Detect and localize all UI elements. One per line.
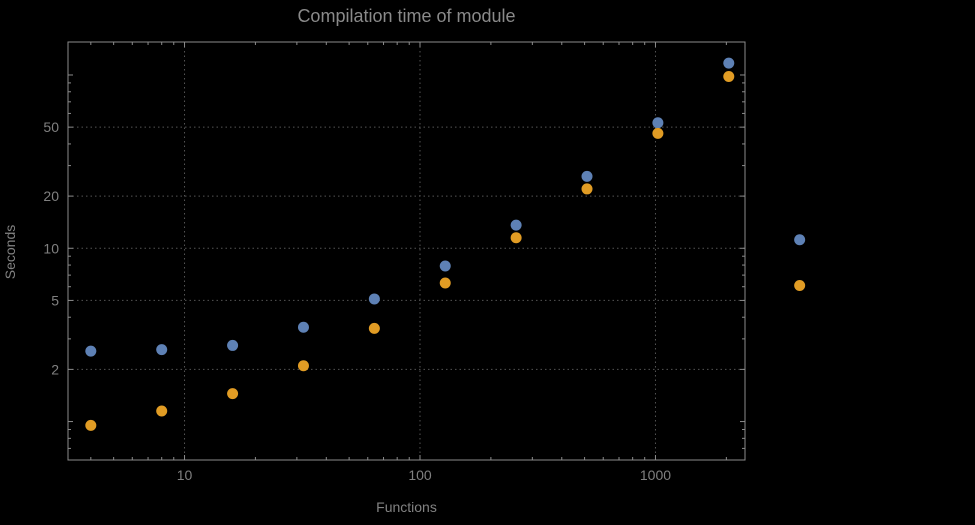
- x-tick-label: 10: [177, 467, 193, 483]
- y-tick-label: 20: [43, 188, 59, 204]
- orange-series-point: [85, 419, 97, 431]
- orange-series-point: [297, 360, 309, 372]
- orange-series-point: [439, 277, 451, 289]
- orange-series-point: [723, 71, 735, 83]
- blue-series-point: [156, 344, 168, 356]
- blue-series-point: [723, 57, 735, 69]
- orange-series-point: [581, 183, 593, 195]
- orange-series-point: [156, 405, 168, 417]
- x-tick-label: 1000: [640, 467, 671, 483]
- y-tick-label: 10: [43, 240, 59, 256]
- orange-series-point: [368, 322, 380, 334]
- blue-series-point: [794, 234, 806, 246]
- orange-series-point: [227, 388, 239, 400]
- y-tick-label: 2: [51, 361, 59, 377]
- blue-series-point: [227, 339, 239, 351]
- blue-series-point: [85, 345, 97, 357]
- blue-series-point: [652, 117, 664, 129]
- blue-series-point: [510, 219, 522, 231]
- blue-series-point: [581, 170, 593, 182]
- chart-title: Compilation time of module: [297, 6, 516, 26]
- blue-series-point: [297, 321, 309, 333]
- y-tick-label: 50: [43, 119, 59, 135]
- plot-frame: [67, 41, 746, 461]
- orange-series-point: [794, 279, 806, 291]
- x-tick-label: 100: [408, 467, 432, 483]
- orange-series-point: [652, 127, 664, 139]
- orange-series-point: [510, 232, 522, 244]
- blue-series-point: [439, 260, 451, 272]
- x-axis-label: Functions: [376, 499, 437, 515]
- blue-series-point: [368, 293, 380, 305]
- y-tick-label: 5: [51, 292, 59, 308]
